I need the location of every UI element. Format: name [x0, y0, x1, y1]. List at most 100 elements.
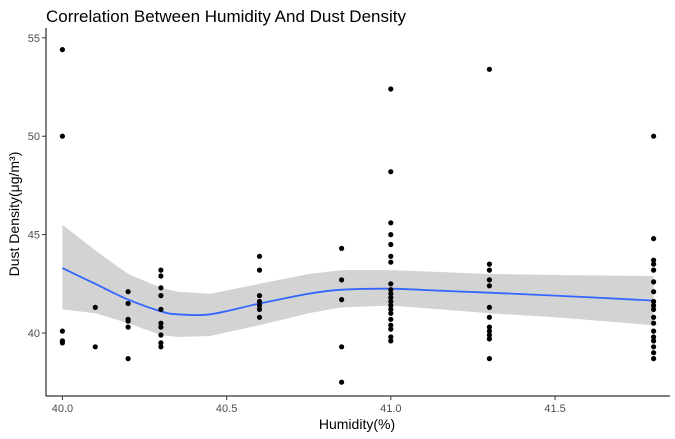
data-point [486, 336, 492, 342]
data-point [339, 379, 345, 385]
data-point [388, 169, 394, 175]
smooth-line-layer [62, 267, 654, 317]
data-point [486, 283, 492, 289]
data-point [486, 356, 492, 362]
data-point [256, 293, 263, 299]
chart-title: Correlation Between Humidity And Dust De… [46, 7, 406, 26]
data-point [388, 302, 394, 309]
data-point [388, 253, 394, 259]
data-point [388, 334, 394, 340]
y-tick-label: 45 [28, 230, 40, 242]
data-point [388, 291, 394, 297]
data-point [256, 267, 263, 273]
data-point [158, 344, 164, 350]
data-point [339, 277, 345, 283]
data-point [486, 328, 492, 334]
data-point [92, 304, 98, 310]
y-tick-label: 40 [28, 328, 40, 340]
data-point [256, 314, 263, 320]
data-point [651, 279, 657, 285]
data-point [651, 314, 657, 320]
y-tick-label: 50 [28, 131, 40, 143]
data-point [388, 338, 394, 344]
data-point [125, 289, 131, 295]
data-point [339, 297, 345, 303]
data-point [651, 267, 657, 273]
data-point [339, 245, 345, 251]
data-point [651, 306, 657, 312]
confidence-band-layer [62, 224, 654, 337]
data-point [158, 324, 164, 330]
data-point [651, 133, 657, 139]
y-axis-title: Dust Density(μg/m³) [6, 152, 22, 277]
confidence-band [62, 224, 654, 337]
data-point [651, 257, 657, 263]
data-point [59, 133, 65, 139]
data-point [125, 300, 131, 307]
data-point [256, 253, 263, 259]
data-point [388, 316, 394, 322]
data-point [158, 306, 164, 312]
data-point [256, 306, 263, 312]
x-tick-label: 40.0 [52, 403, 73, 415]
data-point [158, 340, 164, 346]
data-point [651, 261, 657, 267]
data-point [256, 298, 263, 305]
data-point [125, 356, 131, 362]
data-point [388, 220, 394, 226]
y-tick-label: 55 [28, 33, 40, 45]
data-point [388, 295, 394, 301]
data-point [388, 232, 394, 238]
x-tick-label: 40.5 [216, 403, 237, 415]
axes-layer [45, 28, 670, 397]
data-point [651, 338, 657, 344]
data-point [651, 356, 657, 362]
data-point [486, 267, 492, 273]
data-point [651, 344, 657, 350]
smooth-line [62, 267, 654, 317]
data-point [486, 324, 492, 330]
data-point [59, 340, 65, 346]
data-point [59, 328, 65, 334]
data-point [486, 332, 492, 338]
points-layer [59, 47, 657, 385]
x-tick-label: 41.0 [380, 403, 401, 415]
data-point [388, 306, 394, 312]
data-point [339, 344, 345, 350]
data-point [651, 350, 657, 356]
data-point [486, 261, 492, 267]
data-point [388, 310, 394, 316]
data-point [158, 293, 164, 299]
x-axis-title: Humidity(%) [319, 416, 395, 432]
data-point [651, 328, 657, 334]
data-point [158, 320, 164, 326]
data-point [388, 86, 394, 92]
data-point [158, 267, 164, 273]
data-point [388, 326, 394, 332]
data-point [256, 302, 263, 309]
data-point [158, 332, 164, 338]
data-point [651, 320, 657, 326]
data-point [388, 298, 394, 305]
data-point [92, 344, 98, 350]
data-point [125, 324, 131, 330]
data-point [388, 241, 394, 248]
data-point [388, 259, 394, 265]
data-point [388, 287, 394, 293]
data-point [651, 334, 657, 340]
data-point [651, 298, 657, 305]
ticks-layer: 40.0 40.5 41.0 41.5 40 45 50 55 [28, 33, 566, 415]
data-point [125, 318, 131, 324]
x-tick-label: 41.5 [544, 403, 565, 415]
data-point [388, 322, 394, 328]
data-point [486, 277, 492, 283]
data-point [651, 236, 657, 242]
data-point [486, 66, 492, 72]
data-point [486, 314, 492, 320]
data-point [59, 47, 65, 53]
data-point [651, 289, 657, 295]
data-point [158, 285, 164, 291]
data-point [158, 273, 164, 279]
data-point [651, 302, 657, 309]
